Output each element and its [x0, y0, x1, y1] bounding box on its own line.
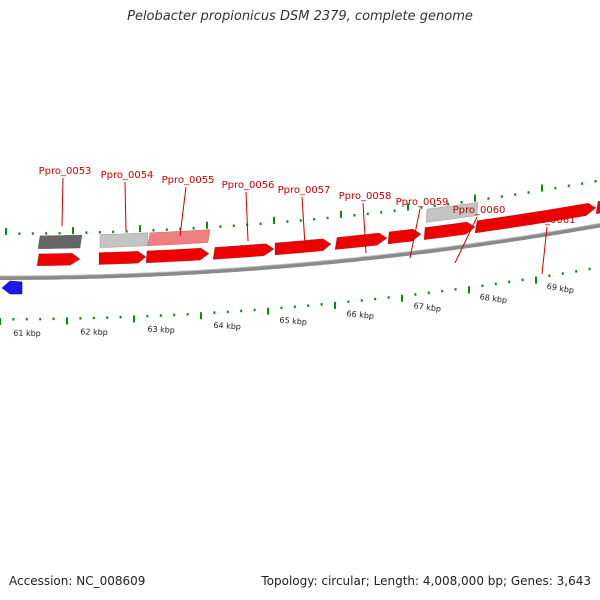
gene-label: Ppro_0058 — [339, 191, 392, 202]
scale-label: 65 kbp — [279, 316, 307, 327]
feature-box-light — [425, 201, 479, 223]
gene-leader-line — [541, 226, 548, 275]
accession-text: Accession: NC_008609 — [9, 574, 146, 588]
cds-forward-arrow — [387, 228, 422, 245]
gene-leader-line — [245, 191, 249, 242]
scale-label: 66 kbp — [346, 309, 374, 321]
feature-box-light — [99, 232, 149, 248]
gene-label: Ppro_0055 — [162, 175, 215, 186]
gene-leader-line — [454, 216, 478, 264]
gene-label: Ppro_0056 — [222, 180, 275, 191]
cds-forward-arrow — [98, 250, 147, 265]
gene-label: Ppro_0053 — [39, 166, 92, 177]
gene-leader-line — [124, 181, 127, 232]
gene-leader-line — [179, 186, 187, 237]
cds-reverse-arrow — [1, 280, 23, 295]
cds-forward-arrow — [145, 247, 210, 264]
genome-stats-text: Topology: circular; Length: 4,008,000 bp… — [261, 574, 591, 588]
scale-label: 63 kbp — [147, 325, 175, 335]
gene-label: Ppro_0061 — [523, 215, 576, 226]
scale-label: 64 kbp — [213, 321, 241, 332]
scale-label: 67 kbp — [413, 301, 441, 313]
map-title: Pelobacter propionicus DSM 2379, complet… — [127, 9, 473, 24]
cds-forward-arrow — [423, 221, 476, 241]
scale-label: 62 kbp — [80, 327, 108, 337]
scale-label: 61 kbp — [13, 329, 41, 338]
cds-forward-arrow — [595, 200, 600, 215]
cds-forward-arrow — [212, 243, 275, 260]
scale-label: 69 kbp — [546, 282, 575, 295]
gene-leader-line — [61, 177, 64, 227]
gene-label: Ppro_0059 — [396, 197, 449, 208]
backbone-line — [0, 223, 600, 280]
scale-label: 68 kbp — [479, 292, 508, 305]
cds-forward-arrow — [474, 202, 597, 234]
gene-leader-line — [409, 208, 421, 259]
gene-label: Ppro_0054 — [101, 170, 154, 181]
backbone-highlight — [0, 222, 600, 277]
cds-forward-arrow — [334, 232, 388, 250]
gene-label: Ppro_0060 — [453, 205, 506, 216]
cds-forward-arrow — [36, 252, 81, 267]
gene-leader-line — [301, 196, 306, 246]
feature-box-pink — [147, 229, 211, 247]
feature-box-dark — [37, 234, 83, 250]
gene-label: Ppro_0057 — [278, 185, 331, 196]
cds-forward-arrow — [274, 238, 332, 256]
gene-leader-line — [362, 202, 367, 254]
